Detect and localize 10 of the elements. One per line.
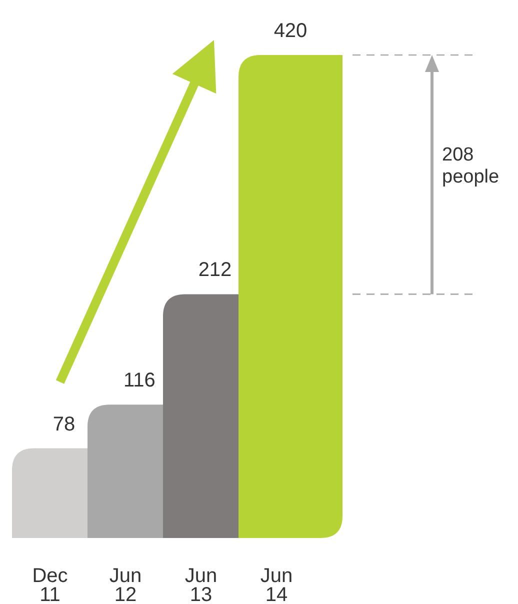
data-label: 78 bbox=[52, 413, 76, 436]
x-tick-label: Jun 12 bbox=[109, 565, 142, 604]
x-tick-label: Jun 14 bbox=[260, 565, 293, 604]
x-tick-label: Dec 11 bbox=[32, 565, 68, 604]
bar bbox=[238, 55, 342, 538]
x-tick-label: Jun 13 bbox=[184, 565, 218, 604]
data-label: 212 bbox=[198, 259, 232, 282]
data-label: 420 bbox=[274, 20, 308, 42]
data-label: 116 bbox=[124, 370, 156, 392]
text: 208 people bbox=[442, 144, 500, 188]
